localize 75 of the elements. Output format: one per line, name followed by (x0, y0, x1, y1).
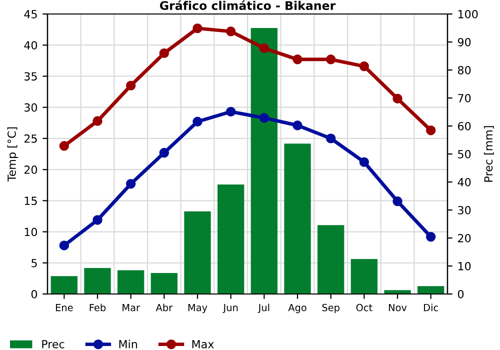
bar (184, 211, 211, 294)
y-tick-label: 45 (24, 10, 37, 18)
y2-tick-label: 30 (458, 206, 471, 214)
point (326, 134, 336, 144)
y-axis-title: Temp [°C] (7, 127, 18, 182)
x-tick-label: Mar (122, 304, 140, 312)
bar (350, 259, 378, 294)
bar (118, 270, 144, 294)
point (159, 48, 170, 58)
bar (384, 290, 411, 294)
y2-tick-label: 60 (458, 122, 471, 130)
point (92, 116, 102, 126)
x-tick-label: Feb (90, 304, 106, 312)
y-tick-label: 0 (31, 290, 38, 298)
x-tick-label: Jun (222, 304, 238, 314)
point (392, 196, 402, 206)
point (259, 43, 270, 54)
x-tick-label: Ene (56, 304, 73, 312)
point (292, 120, 302, 130)
y2-tick-label: 0 (458, 290, 464, 298)
x-tick-label: Oct (356, 304, 372, 312)
legend-label: Prec (42, 340, 64, 348)
x-tick-label: May (188, 304, 208, 314)
point (392, 94, 402, 104)
y2-tick-label: 70 (458, 94, 471, 102)
x-tick-label: Nov (388, 304, 407, 312)
point (426, 125, 436, 136)
x-tick-label: Sep (322, 304, 340, 314)
y2-axis-title: Prec [mm] (484, 126, 494, 182)
y2-tick-label: 40 (458, 178, 471, 186)
y-tick-label: 10 (24, 228, 38, 236)
y2-tick-label: 90 (458, 38, 471, 46)
x-tick-label: Ago (288, 304, 306, 314)
point (92, 215, 102, 225)
x-tick-label: Dic (424, 304, 438, 312)
point (192, 116, 202, 127)
point (359, 157, 370, 167)
bar (418, 286, 444, 294)
point (59, 240, 70, 250)
y-tick-label: 20 (24, 166, 38, 174)
point (292, 54, 302, 64)
y-tick-label: 40 (24, 41, 38, 50)
bar (150, 273, 178, 294)
bar (84, 268, 111, 294)
y-tick-label: 25 (24, 134, 37, 143)
bar (318, 225, 344, 294)
bar (218, 184, 244, 294)
legend-label: Max (192, 340, 214, 348)
x-tick-label: Abr (156, 304, 173, 312)
y-tick-label: 15 (24, 196, 37, 206)
y2-tick-label: 50 (458, 150, 471, 158)
y-tick-label: 30 (24, 103, 38, 112)
point (192, 23, 202, 34)
point (159, 148, 170, 158)
x-tick-label: Jul (258, 304, 270, 314)
point (226, 106, 236, 117)
legend-label: Min (119, 340, 137, 348)
bar (50, 276, 78, 294)
point (226, 26, 236, 36)
point (426, 232, 436, 242)
bar (284, 144, 311, 294)
y2-tick-label: 20 (458, 234, 471, 242)
point (59, 141, 70, 151)
bar (250, 28, 278, 294)
point (326, 54, 336, 64)
chart-title: Gráfico climático - Bikaner (160, 0, 336, 10)
point (126, 179, 136, 189)
point (126, 80, 136, 90)
y2-tick-label: 80 (458, 66, 471, 74)
y-tick-label: 35 (24, 72, 37, 81)
point (259, 113, 270, 123)
y2-tick-label: 10 (458, 262, 471, 270)
y-tick-label: 5 (32, 259, 37, 268)
y2-tick-label: 100 (458, 10, 478, 18)
point (359, 61, 370, 72)
